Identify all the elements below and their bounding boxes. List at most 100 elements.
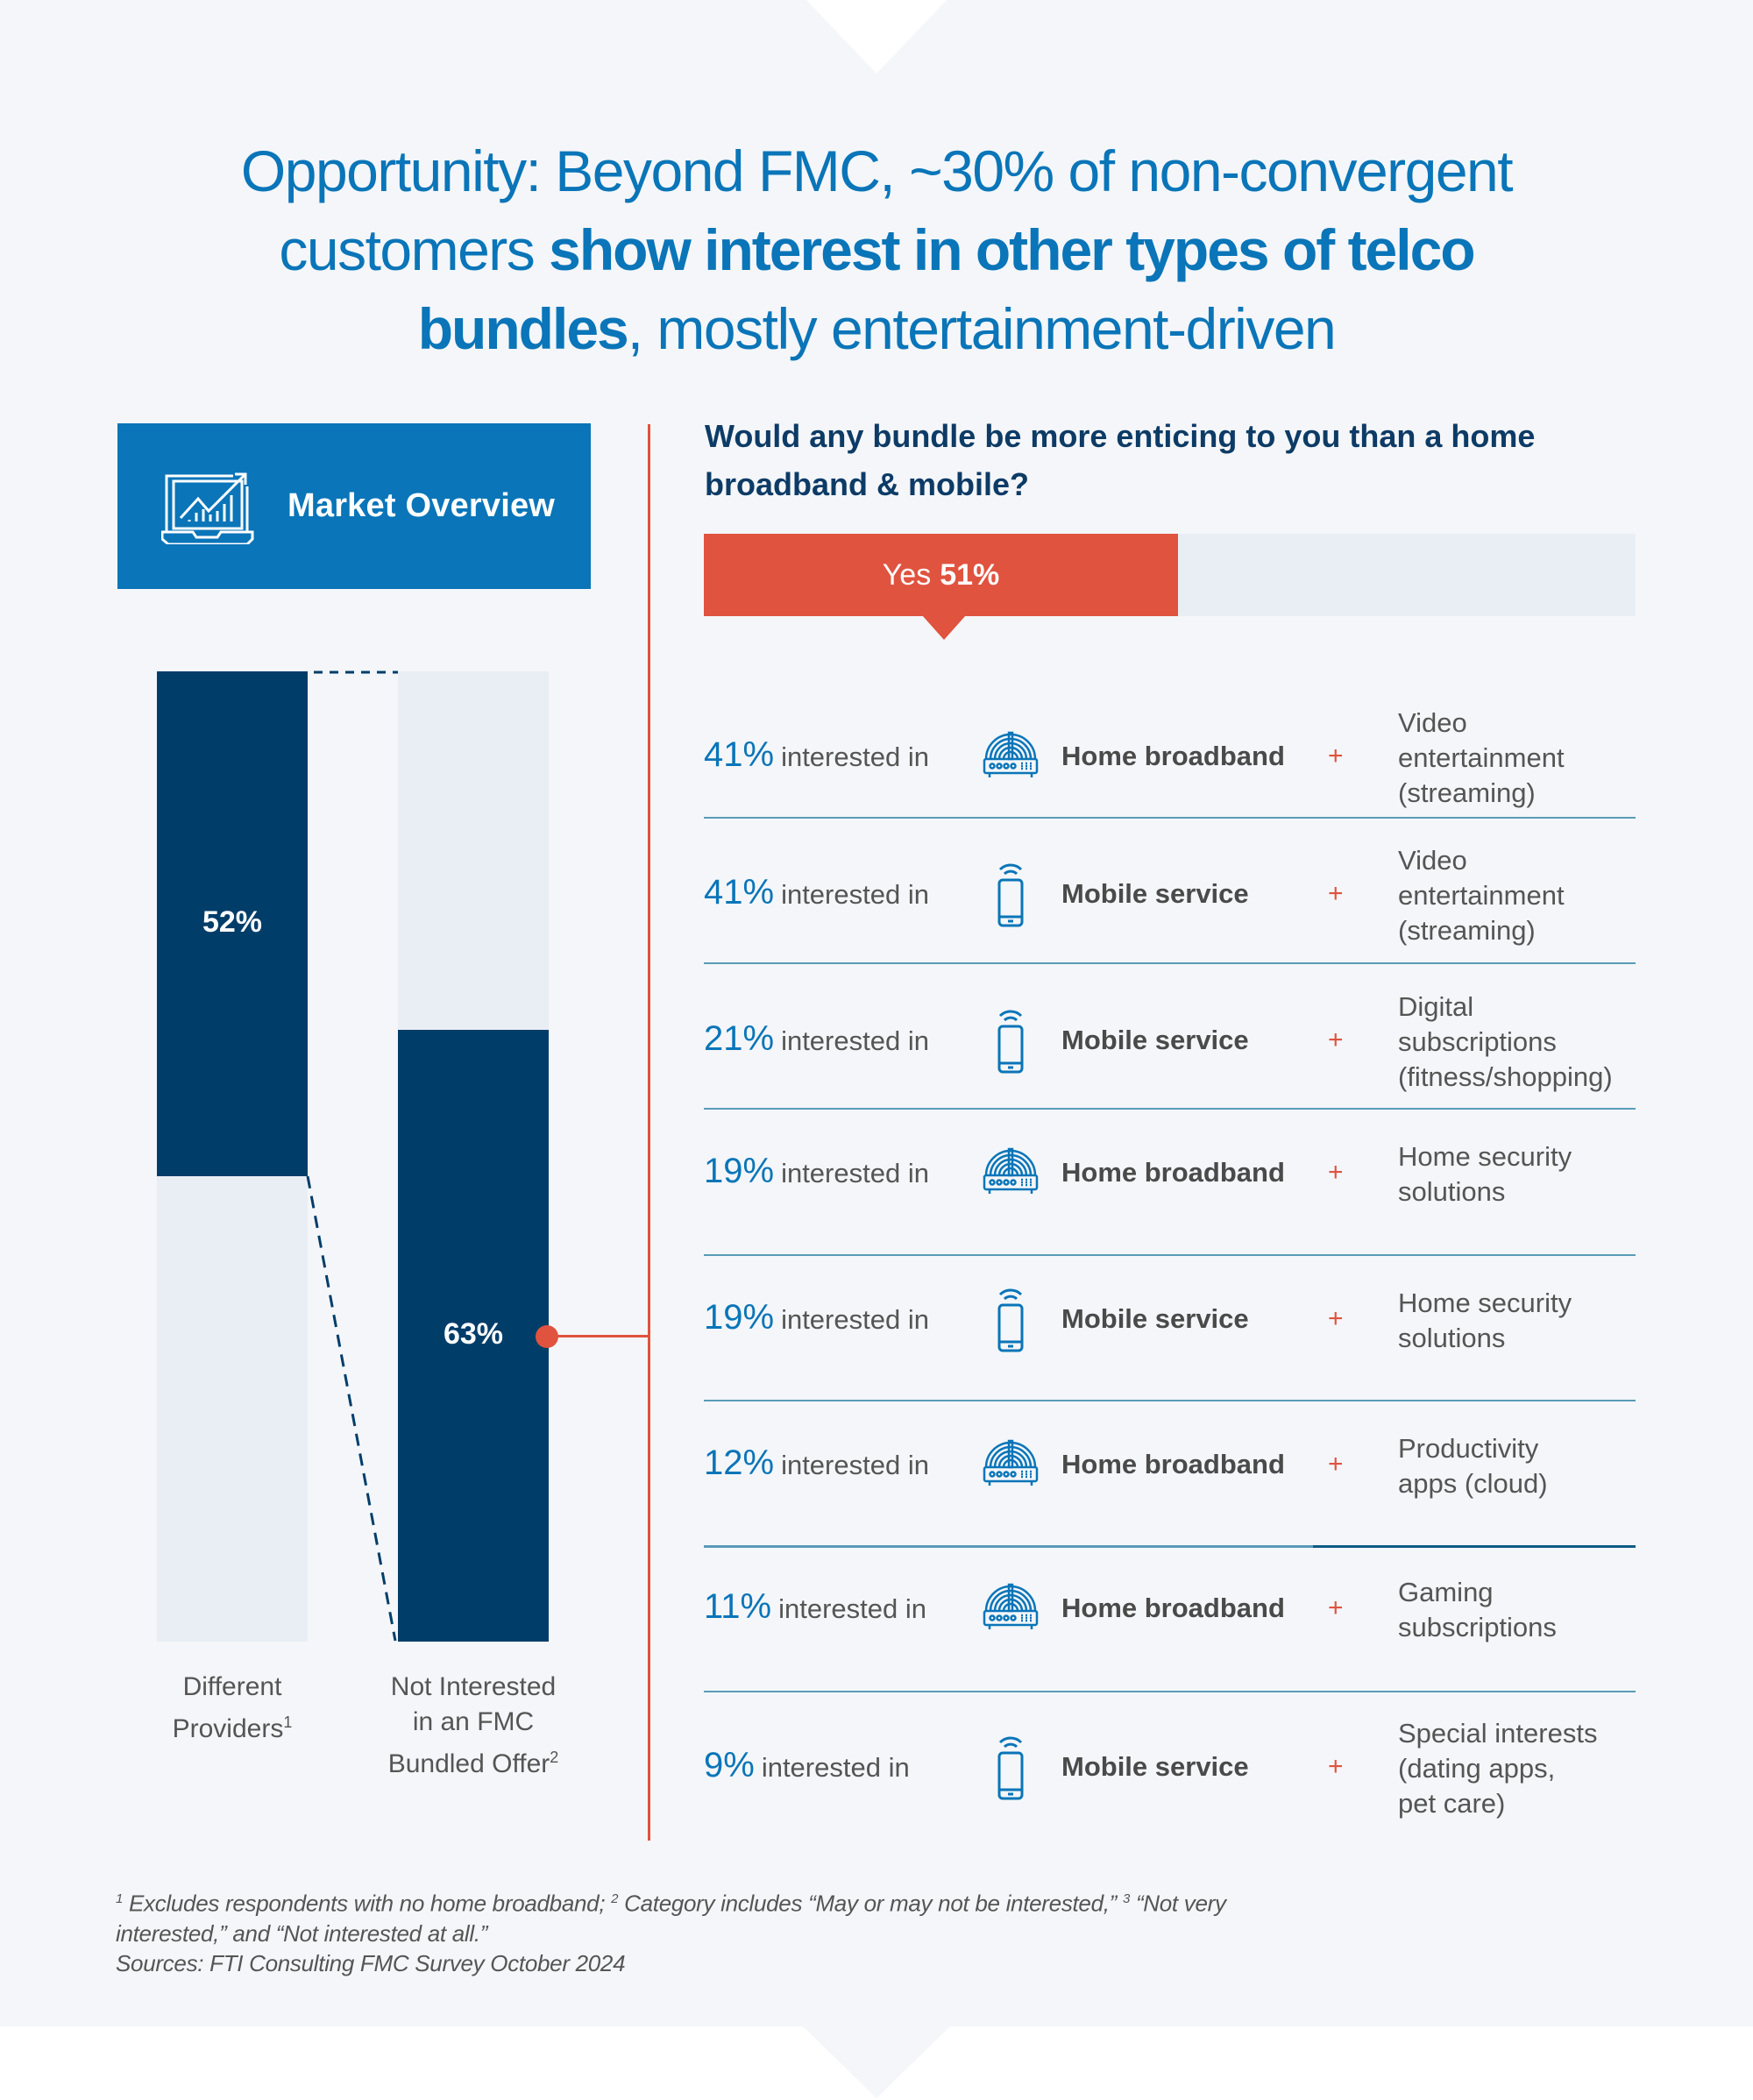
- service-name: Home broadband: [1061, 1593, 1285, 1623]
- bundle-percentage: 19% interested in: [704, 1298, 929, 1337]
- addon-line: pet care): [1398, 1788, 1506, 1819]
- title-bold-text: show interest in other types of telco: [549, 217, 1476, 282]
- plus-icon: +: [1328, 879, 1344, 908]
- bundle-row: 41% interested in Home broadband + Video ente…: [704, 701, 1636, 815]
- interested-in-text: interested in: [781, 1304, 929, 1335]
- interested-in-text: interested in: [781, 1450, 929, 1480]
- addon-line: Special interests: [1398, 1718, 1598, 1749]
- page-title: Opportunity: Beyond FMC, ~30% of non-con…: [0, 131, 1753, 368]
- addon-line: Digital: [1398, 991, 1474, 1022]
- top-notch-decoration: [806, 0, 947, 74]
- footnote-3: “Not very interested,” and “Not interest…: [116, 1890, 1226, 1947]
- yes-bar-fill: Yes 51%: [704, 534, 1178, 616]
- percentage-value: 11%: [704, 1587, 772, 1626]
- plus-icon: +: [1328, 741, 1344, 770]
- interested-in-text: interested in: [761, 1752, 910, 1783]
- bundle-percentage: 19% interested in: [704, 1152, 929, 1191]
- bundle-percentage: 41% interested in: [704, 735, 929, 775]
- bar-different-providers-52: [157, 671, 308, 1176]
- bundle-percentage: 21% interested in: [704, 1019, 929, 1059]
- addon-line: (streaming): [1398, 915, 1536, 946]
- bundle-percentage: 9% interested in: [704, 1746, 910, 1785]
- bundle-percentage: 41% interested in: [704, 873, 929, 912]
- plus-icon: +: [1328, 1025, 1344, 1054]
- service-name: Home broadband: [1061, 741, 1285, 771]
- footnote-2: Category includes “May or may not be int…: [618, 1890, 1123, 1917]
- footnote-ref: 1: [116, 1891, 124, 1906]
- percentage-value: 12%: [704, 1444, 775, 1482]
- addon-description: Gaming subscriptions: [1398, 1575, 1557, 1645]
- row-separator: [704, 1254, 1636, 1256]
- bundle-row: 21% interested in Mobile service + Digital su…: [704, 985, 1636, 1099]
- survey-question: Would any bundle be more enticing to you…: [705, 418, 1536, 502]
- bar-value-63: 63%: [443, 1317, 504, 1351]
- category-label-different-providers: Different Providers1: [131, 1670, 333, 1747]
- market-overview-label: Market Overview: [287, 487, 556, 524]
- addon-line: (dating apps,: [1398, 1753, 1556, 1784]
- addon-line: solutions: [1398, 1176, 1506, 1207]
- addon-line: subscriptions: [1398, 1612, 1557, 1642]
- footnote-text: 1 Excludes respondents with no home broa…: [116, 1884, 1273, 1948]
- bundle-row: 11% interested in Home broadband + Gaming sub…: [704, 1566, 1636, 1654]
- category-label-line: Different: [182, 1672, 282, 1701]
- percentage-value: 19%: [704, 1298, 775, 1337]
- percentage-value: 9%: [704, 1746, 755, 1784]
- row-separator: [704, 962, 1636, 964]
- addon-line: entertainment: [1398, 880, 1565, 911]
- title-regular-text: , mostly entertainment-driven: [627, 296, 1337, 361]
- footnote-ref: 3: [1122, 1891, 1131, 1906]
- addon-line: Productivity: [1398, 1433, 1539, 1464]
- row-separator: [704, 1691, 1636, 1692]
- addon-line: subscriptions: [1398, 1026, 1557, 1057]
- footnote-ref: 2: [611, 1891, 619, 1906]
- plus-icon: +: [1328, 1158, 1344, 1187]
- service-name: Mobile service: [1061, 1751, 1249, 1782]
- yes-pointer-arrow: [922, 615, 966, 640]
- source-text: Sources: FTI Consulting FMC Survey Octob…: [116, 1949, 626, 1976]
- connector-line: [547, 1335, 649, 1337]
- percentage-value: 21%: [704, 1019, 775, 1058]
- percentage-value: 41%: [704, 735, 775, 774]
- percentage-value: 19%: [704, 1152, 775, 1190]
- addon-line: Home security: [1398, 1141, 1572, 1172]
- category-label-not-interested: Not Interested in an FMC Bundled Offer2: [364, 1670, 583, 1782]
- addon-description: Home security solutions: [1398, 1139, 1572, 1210]
- addon-description: Special interests (dating apps, pet care): [1398, 1716, 1597, 1821]
- vertical-divider: [648, 424, 650, 1841]
- addon-line: Gaming: [1398, 1577, 1494, 1607]
- service-name: Mobile service: [1061, 878, 1249, 909]
- addon-description: Video entertainment (streaming): [1398, 706, 1565, 811]
- service-name: Mobile service: [1061, 1303, 1249, 1334]
- bundle-row: 19% interested in Mobile service + Home secu…: [704, 1277, 1636, 1365]
- category-label-line: Providers1: [131, 1705, 333, 1747]
- interested-in-text: interested in: [781, 1025, 929, 1056]
- row-separator: [704, 1108, 1636, 1110]
- category-label-line: in an FMC: [412, 1707, 535, 1736]
- plus-icon: +: [1328, 1304, 1344, 1333]
- addon-line: solutions: [1398, 1323, 1506, 1353]
- footnote-1: Excludes respondents with no home broadb…: [123, 1890, 612, 1917]
- mobile-phone-icon: [993, 1004, 1028, 1078]
- connector-dot: [536, 1325, 558, 1348]
- bundle-row: 19% interested in Home broadband + Home secu…: [704, 1131, 1636, 1218]
- category-label-line: Not Interested: [390, 1672, 557, 1701]
- addon-description: Home security solutions: [1398, 1286, 1572, 1356]
- title-line-2: customers show interest in other types o…: [0, 210, 1753, 289]
- router-icon: [983, 1147, 1039, 1199]
- router-icon: [983, 731, 1039, 783]
- addon-line: Video: [1398, 707, 1467, 738]
- addon-line: Home security: [1398, 1288, 1572, 1318]
- market-overview-header: Market Overview: [117, 423, 591, 589]
- interested-in-text: interested in: [778, 1593, 926, 1624]
- yes-value: 51%: [940, 558, 1000, 592]
- title-bold-text: bundles: [417, 296, 629, 361]
- mobile-phone-icon: [993, 857, 1028, 932]
- footnote-ref: 1: [283, 1713, 293, 1731]
- interested-in-text: interested in: [781, 879, 929, 910]
- bundle-percentage: 11% interested in: [704, 1587, 926, 1627]
- mobile-phone-icon: [993, 1282, 1028, 1357]
- bar-not-interested-63: [398, 1030, 549, 1642]
- plus-icon: +: [1328, 1752, 1344, 1781]
- plus-icon: +: [1328, 1593, 1344, 1622]
- interested-in-text: interested in: [781, 741, 929, 772]
